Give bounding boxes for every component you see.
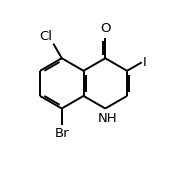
Text: NH: NH [97, 112, 117, 125]
Text: O: O [100, 22, 111, 35]
Text: Cl: Cl [39, 30, 52, 43]
Text: I: I [143, 56, 146, 69]
Text: Br: Br [55, 127, 69, 140]
